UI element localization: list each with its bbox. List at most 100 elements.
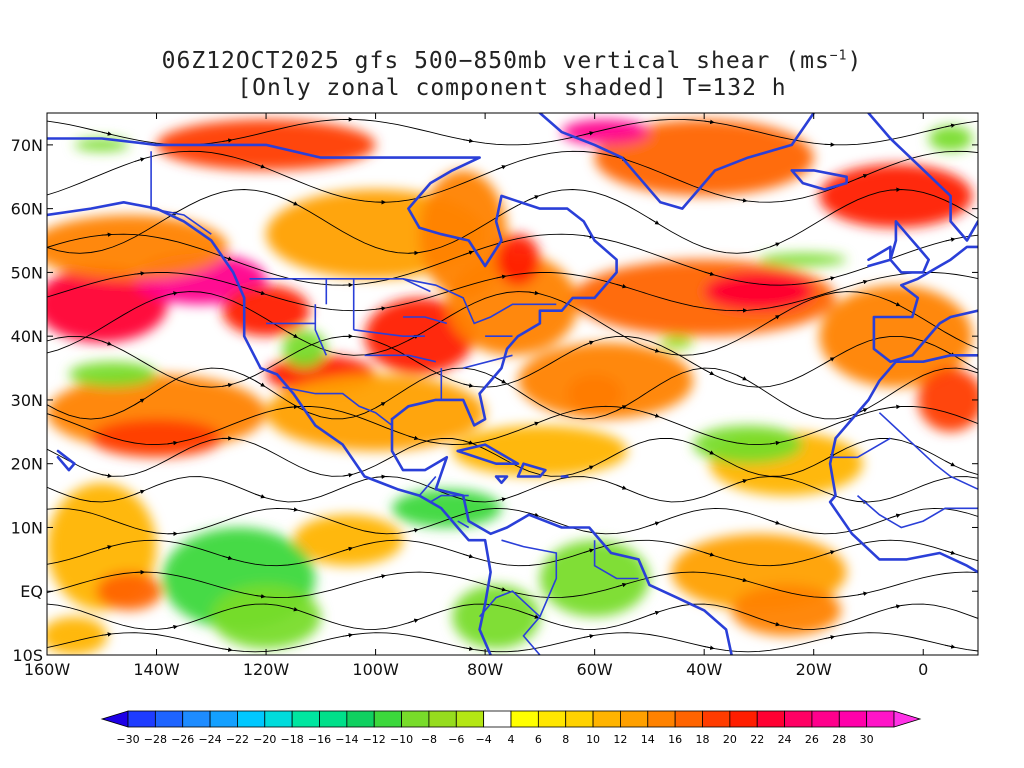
colorbar-cell xyxy=(729,710,758,728)
plot-frame xyxy=(46,112,979,656)
border-line xyxy=(429,494,469,503)
shear-region xyxy=(517,342,694,420)
colorbar-cell xyxy=(209,710,238,728)
streamline-arrow xyxy=(495,497,507,502)
coastline xyxy=(867,245,892,268)
streamline-arrow xyxy=(101,131,113,136)
streamline-arrow xyxy=(857,279,868,285)
coastline xyxy=(790,169,848,191)
streamline-arrow xyxy=(703,448,715,455)
coastline xyxy=(56,449,76,472)
colorbar-label: −4 xyxy=(476,733,492,746)
streamline-arrow xyxy=(134,489,145,495)
colorbar-label: 22 xyxy=(750,733,764,746)
y-tick-label: 10S xyxy=(12,646,43,665)
colorbar-cell xyxy=(510,710,539,728)
streamline-arrow xyxy=(222,382,233,388)
shear-region xyxy=(928,125,973,152)
border-line xyxy=(856,494,978,529)
streamline-arrow xyxy=(463,138,474,143)
streamline-arrow xyxy=(408,435,419,441)
colorbar-label: 18 xyxy=(696,733,710,746)
streamline-arrow xyxy=(408,528,419,533)
streamline-arrow xyxy=(375,474,387,479)
shear-region xyxy=(561,119,650,145)
streamline-arrow xyxy=(945,644,956,649)
streamline-arrow xyxy=(255,594,266,599)
streamline-arrow xyxy=(254,493,266,499)
streamline-arrow xyxy=(495,377,507,384)
border-line xyxy=(364,354,436,363)
colorbar-cell xyxy=(647,710,676,728)
y-tick-label: 30N xyxy=(11,391,43,410)
streamline xyxy=(47,335,978,388)
streamline-arrow xyxy=(375,306,387,311)
x-tick-label: 140W xyxy=(133,660,180,679)
streamline-arrow xyxy=(101,473,113,478)
shear-region xyxy=(660,336,694,349)
shear-region xyxy=(496,234,540,286)
colorbar-cell xyxy=(154,710,184,728)
colorbar-cell xyxy=(455,710,485,728)
streamline-arrow xyxy=(736,577,748,583)
shear-region xyxy=(594,119,814,196)
border-line xyxy=(501,539,558,655)
shear-region xyxy=(704,272,814,311)
border-line xyxy=(249,278,557,325)
shear-region xyxy=(539,540,650,617)
streamline-arrow xyxy=(583,634,595,639)
streamline-arrow xyxy=(890,513,901,519)
border-line xyxy=(314,304,328,356)
streamline-arrow xyxy=(616,405,627,412)
colorbar-label: −20 xyxy=(253,733,276,746)
colorbar-cell xyxy=(811,710,840,728)
streamline-arrow xyxy=(134,271,146,276)
colorbar-cell xyxy=(537,710,567,728)
streamline-arrow xyxy=(824,276,836,281)
x-tick-label: 60W xyxy=(577,660,613,679)
streamline-arrow xyxy=(167,291,178,296)
streamline-arrow xyxy=(167,624,178,630)
coastlines xyxy=(47,113,978,655)
streamline-arrow xyxy=(890,404,901,410)
shear-region xyxy=(96,572,163,611)
border-line xyxy=(462,354,513,369)
shear-region xyxy=(452,584,540,649)
colorbar-label: 28 xyxy=(832,733,846,746)
colorbar-cell xyxy=(702,710,731,728)
colorbar-label: −10 xyxy=(390,733,413,746)
streamline xyxy=(47,476,978,503)
y-tick-label: 50N xyxy=(11,263,43,282)
x-tick-label: 100W xyxy=(352,660,399,679)
streamline-arrow xyxy=(222,138,233,143)
border-line xyxy=(402,278,431,293)
streamline-arrow xyxy=(769,621,781,627)
border-line xyxy=(878,412,978,490)
streamline-arrow xyxy=(890,300,901,307)
colorbar-label: 12 xyxy=(613,733,627,746)
streamline xyxy=(47,272,978,312)
streamline-arrow xyxy=(704,271,715,276)
colorbar-label: 10 xyxy=(586,733,600,746)
colorbar-cell xyxy=(784,710,813,728)
streamline xyxy=(47,367,978,420)
shear-region xyxy=(211,584,321,649)
colorbar-cell xyxy=(428,710,457,728)
coastline xyxy=(538,113,815,210)
streamline-arrow xyxy=(890,187,901,192)
streamline-arrow xyxy=(890,604,901,609)
colorbar-cell xyxy=(565,710,594,728)
streamline-arrow xyxy=(769,242,781,248)
streamline-arrow xyxy=(649,348,660,353)
streamline-arrow xyxy=(824,550,836,555)
colorbar-label: −24 xyxy=(198,733,221,746)
streamline-arrow xyxy=(222,647,233,652)
streamline xyxy=(47,150,978,203)
political-borders xyxy=(150,151,978,655)
colorbar-label: −14 xyxy=(335,733,358,746)
colorbar-cell xyxy=(756,710,785,728)
chart-subtitle: [Only zonal component shaded] T=132 h xyxy=(237,75,787,101)
streamline-arrow xyxy=(704,645,715,650)
streamline-arrow xyxy=(528,195,540,201)
streamline-arrow xyxy=(649,610,660,616)
